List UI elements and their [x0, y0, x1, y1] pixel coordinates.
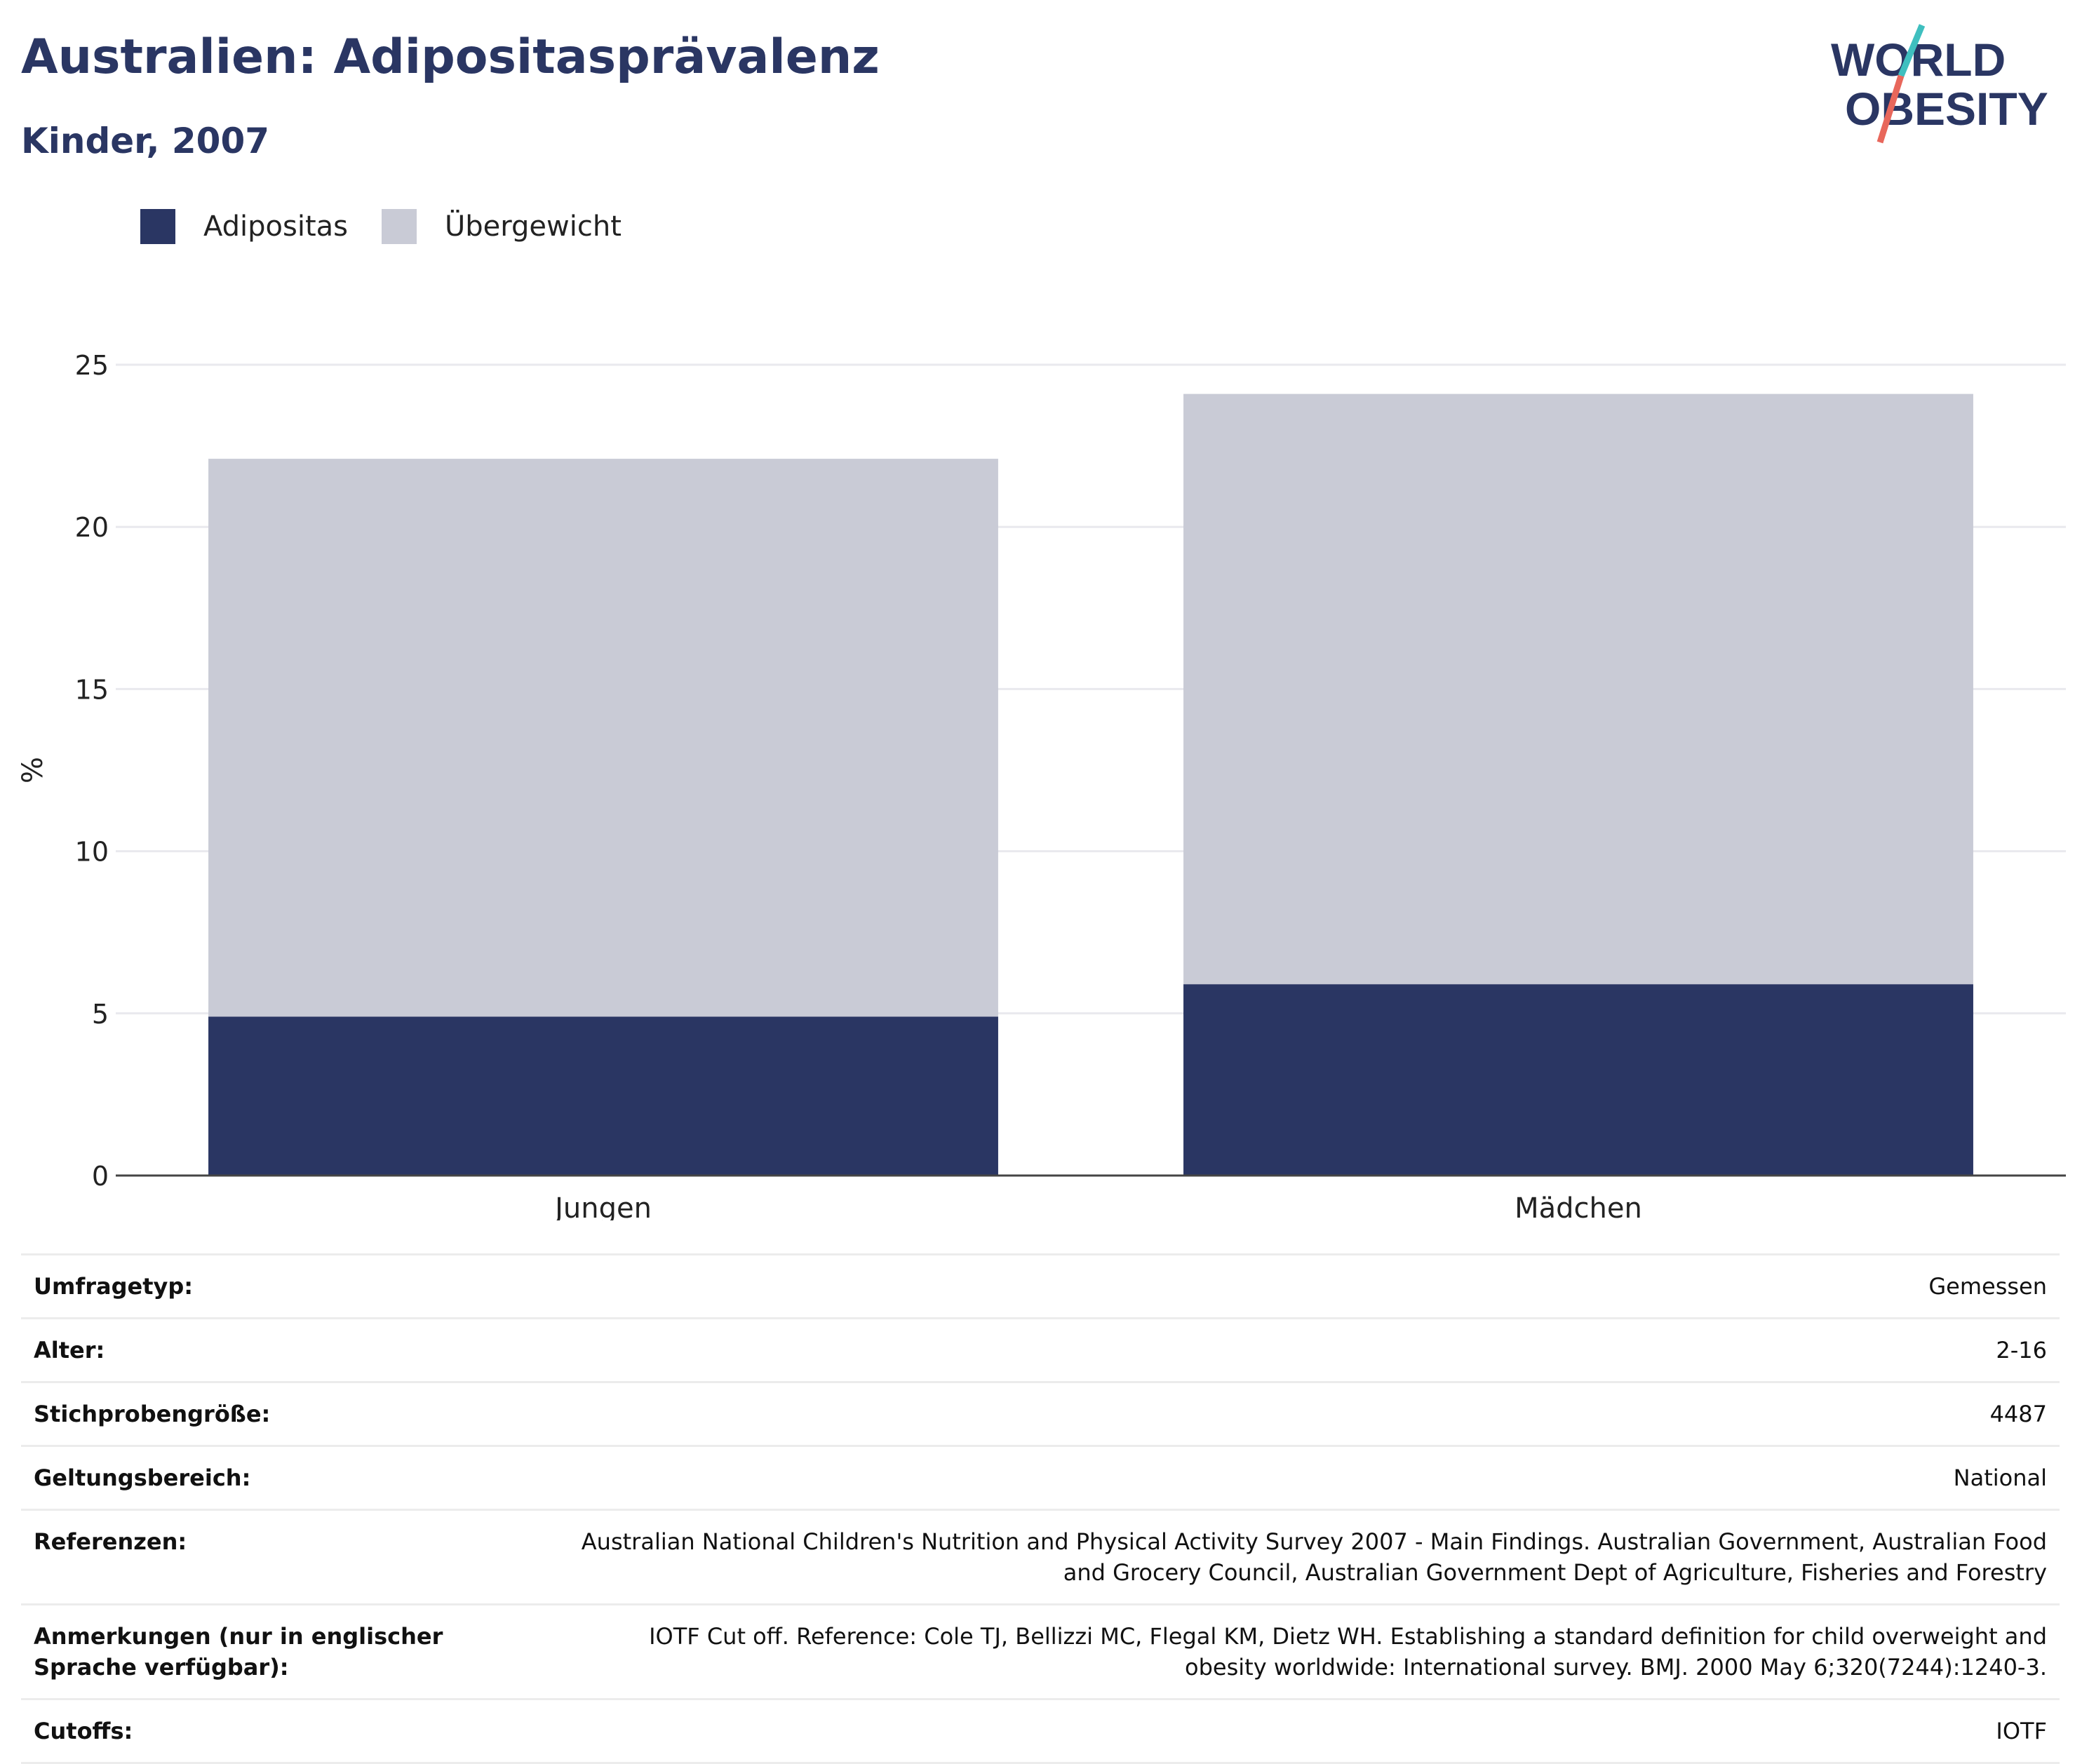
y-tick-label: 5	[92, 999, 109, 1030]
legend-label-overweight: Übergewicht	[445, 210, 622, 243]
x-tick-label: Mädchen	[1515, 1192, 1642, 1220]
metadata-row: Cutoffs: IOTF	[21, 1698, 2060, 1764]
metadata-label: Anmerkungen (nur in englischer Sprache v…	[21, 1603, 551, 1700]
y-tick-label: 20	[75, 512, 109, 543]
bar-overweight-maedchen[interactable]	[1183, 393, 1973, 985]
legend-item-overweight[interactable]: Übergewicht	[382, 209, 622, 244]
logo-accent-teal	[1898, 24, 1926, 77]
metadata-row: Anmerkungen (nur in englischer Sprache v…	[21, 1603, 2060, 1700]
metadata-value: IOTF Cut off. Reference: Cole TJ, Belliz…	[551, 1603, 2060, 1700]
metadata-table: Umfragetyp: Gemessen Alter: 2-16 Stichproben…	[21, 1253, 2060, 1764]
y-tick-label: 25	[75, 350, 109, 381]
y-tick-label: 0	[92, 1161, 109, 1192]
metadata-label: Stichprobengröße:	[21, 1381, 551, 1447]
metadata-label: Geltungsbereich:	[21, 1445, 551, 1511]
metadata-value: 4487	[551, 1381, 2060, 1447]
legend-swatch-obesity	[140, 209, 175, 244]
metadata-row: Geltungsbereich: National	[21, 1445, 2060, 1511]
y-tick-label: 10	[75, 837, 109, 868]
metadata-row: Umfragetyp: Gemessen	[21, 1253, 2060, 1319]
bar-obesity-jungen[interactable]	[208, 1016, 998, 1176]
metadata-label: Referenzen:	[21, 1509, 551, 1605]
metadata-value: Australian National Children's Nutrition…	[551, 1509, 2060, 1605]
metadata-label: Alter:	[21, 1317, 551, 1383]
bar-obesity-maedchen[interactable]	[1183, 984, 1973, 1176]
x-tick-label: Jungen	[553, 1192, 652, 1220]
metadata-label: Umfragetyp:	[21, 1253, 551, 1319]
bar-chart: 0 5 10 15 20 25% Jungen Mädchen	[17, 350, 2066, 1220]
world-obesity-logo: WORLD OBESITY	[1831, 24, 2048, 144]
metadata-label: Cutoffs:	[21, 1698, 551, 1764]
metadata-value: 2-16	[551, 1317, 2060, 1383]
legend-swatch-overweight	[382, 209, 417, 244]
chart-title: Australien: Adipositasprävalenz	[21, 29, 880, 85]
metadata-value: National	[551, 1445, 2060, 1511]
metadata-row: Alter: 2-16	[21, 1317, 2060, 1383]
y-axis-label: %	[17, 757, 49, 783]
bar-overweight-jungen[interactable]	[208, 459, 998, 1017]
legend-label-obesity: Adipositas	[203, 210, 349, 243]
chart-legend: Adipositas Übergewicht	[140, 209, 655, 244]
logo-accent-coral	[1876, 74, 1905, 144]
metadata-row: Referenzen: Australian National Children'…	[21, 1509, 2060, 1605]
logo-word-2: OBESITY	[1845, 83, 2048, 135]
metadata-row: Stichprobengröße: 4487	[21, 1381, 2060, 1447]
legend-item-obesity[interactable]: Adipositas	[140, 209, 348, 244]
chart-subtitle: Kinder, 2007	[21, 121, 270, 161]
metadata-value: IOTF	[551, 1698, 2060, 1764]
y-tick-label: 15	[75, 674, 109, 705]
metadata-value: Gemessen	[551, 1253, 2060, 1319]
